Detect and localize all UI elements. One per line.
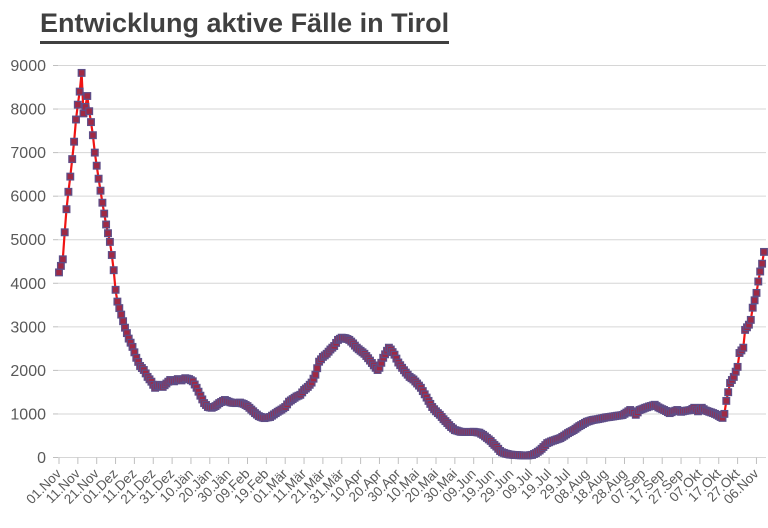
data-point-marker [85, 107, 94, 116]
y-axis-label: 8000 [10, 102, 46, 119]
data-point-marker [92, 161, 101, 170]
data-point-marker [105, 237, 114, 246]
data-point-marker [746, 315, 755, 324]
data-point-marker [758, 259, 767, 268]
data-point-marker [756, 267, 765, 276]
data-point-marker [88, 131, 97, 140]
data-point-marker [64, 187, 73, 196]
data-point-marker [55, 268, 63, 277]
data-point-marker [739, 343, 748, 352]
data-point-marker [104, 229, 112, 238]
y-axis-label: 2000 [10, 363, 46, 380]
y-axis-label: 5000 [10, 232, 46, 249]
data-point-marker [754, 277, 763, 286]
data-point-marker [750, 296, 759, 305]
data-point-marker [94, 174, 103, 183]
data-point-marker [58, 255, 67, 264]
data-point-marker [60, 228, 69, 237]
data-point-marker [760, 247, 768, 256]
data-point-marker [107, 251, 116, 259]
data-point-marker [722, 396, 731, 405]
data-point-marker [62, 205, 71, 214]
data-point-marker [98, 198, 107, 207]
data-point-marker [73, 100, 82, 109]
data-point-marker [68, 155, 77, 164]
y-axis-label: 0 [37, 450, 46, 467]
data-point-marker [75, 87, 84, 96]
data-point-marker [111, 285, 120, 294]
data-point-marker [56, 261, 65, 270]
data-point-marker [100, 209, 109, 218]
page-title: Entwicklung aktive Fälle in Tirol [40, 8, 450, 44]
data-point-marker [96, 186, 105, 195]
data-point-marker [313, 364, 322, 373]
data-point-marker [752, 288, 761, 297]
data-point-marker [733, 362, 742, 371]
y-axis-label: 9000 [10, 58, 46, 75]
data-point-marker [117, 310, 126, 319]
data-point-marker [87, 118, 95, 127]
y-axis-label: 1000 [10, 406, 46, 423]
data-point-marker [102, 220, 111, 229]
data-point-marker [83, 92, 92, 100]
data-point-marker [724, 388, 733, 397]
data-point-marker [77, 68, 86, 77]
series-line [57, 71, 766, 457]
data-point-marker [720, 409, 729, 418]
y-axis-label: 4000 [10, 276, 46, 293]
data-point-marker [113, 297, 122, 306]
data-point-marker [119, 317, 128, 326]
data-point-marker [115, 304, 124, 313]
data-point-marker [72, 115, 80, 124]
y-axis-label: 7000 [10, 145, 46, 162]
data-point-marker [109, 266, 118, 275]
data-point-marker [66, 172, 75, 181]
y-axis-label: 3000 [10, 319, 46, 336]
data-point-marker [311, 370, 320, 379]
data-point-marker [70, 137, 79, 146]
data-point-marker [90, 148, 99, 157]
y-axis-label: 6000 [10, 189, 46, 206]
data-point-marker [748, 303, 757, 312]
